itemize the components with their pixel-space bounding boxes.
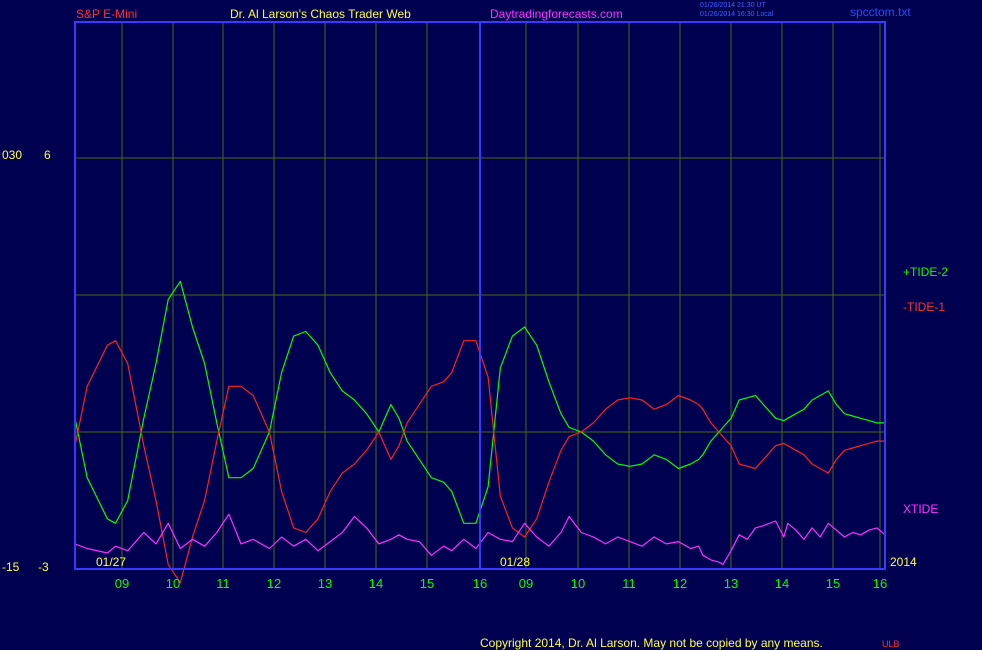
- timestamp-ut: 01/26/2014 21:30 UT: [700, 2, 766, 9]
- x-tick-label: 09: [115, 576, 129, 591]
- x-tick-label: 14: [775, 576, 789, 591]
- x-tick-label: 15: [420, 576, 434, 591]
- symbol-label: S&P E-Mini: [76, 7, 138, 21]
- lines-layer: [74, 280, 886, 584]
- date-label-day1: 01/27: [96, 555, 127, 569]
- x-tick-label: 13: [724, 576, 738, 591]
- year-label: 2014: [890, 555, 917, 569]
- series-line-xtide: [74, 513, 886, 566]
- y-bottom-inner-label: -3: [38, 560, 49, 574]
- x-tick-label: 12: [267, 576, 281, 591]
- x-tick-label: 11: [622, 576, 636, 591]
- date-label-day2: 01/28: [500, 555, 531, 569]
- file-label: spcctom.txt: [850, 5, 911, 19]
- series-line-tide-2: [74, 280, 885, 524]
- site-label[interactable]: Daytradingforecasts.com: [490, 7, 623, 21]
- ulb-mark: ULB: [882, 639, 900, 649]
- legend-tide2: +TIDE-2: [903, 265, 949, 279]
- legend-xtide: XTIDE: [903, 502, 939, 516]
- x-tick-label: 11: [216, 576, 230, 591]
- legend-tide1: -TIDE-1: [903, 300, 945, 314]
- x-tick-label: 10: [571, 576, 585, 591]
- x-tick-label: 16: [873, 576, 887, 591]
- author-label: Dr. Al Larson's Chaos Trader Web: [230, 7, 411, 21]
- x-tick-label: 13: [318, 576, 332, 591]
- timestamp-local: 01/26/2014 16:30 Local: [700, 11, 774, 18]
- y-top-outer-label: 030: [2, 148, 23, 162]
- copyright-text: Copyright 2014, Dr. Al Larson. May not b…: [480, 636, 823, 650]
- x-tick-label: 15: [826, 576, 840, 591]
- y-bottom-outer-label: -15: [2, 560, 20, 574]
- x-tick-label: 14: [369, 576, 383, 591]
- ticks-layer: 09 10 11 12 13 14 15 16 09 10 11 12 13 14 15 16: [115, 576, 887, 591]
- x-tick-label: 10: [166, 576, 180, 591]
- x-tick-label: 09: [519, 576, 533, 591]
- series-line-tide-1: [74, 340, 885, 584]
- y-top-inner-label: 6: [44, 148, 51, 162]
- x-tick-label: 12: [673, 576, 687, 591]
- x-tick-label: 16: [473, 576, 487, 591]
